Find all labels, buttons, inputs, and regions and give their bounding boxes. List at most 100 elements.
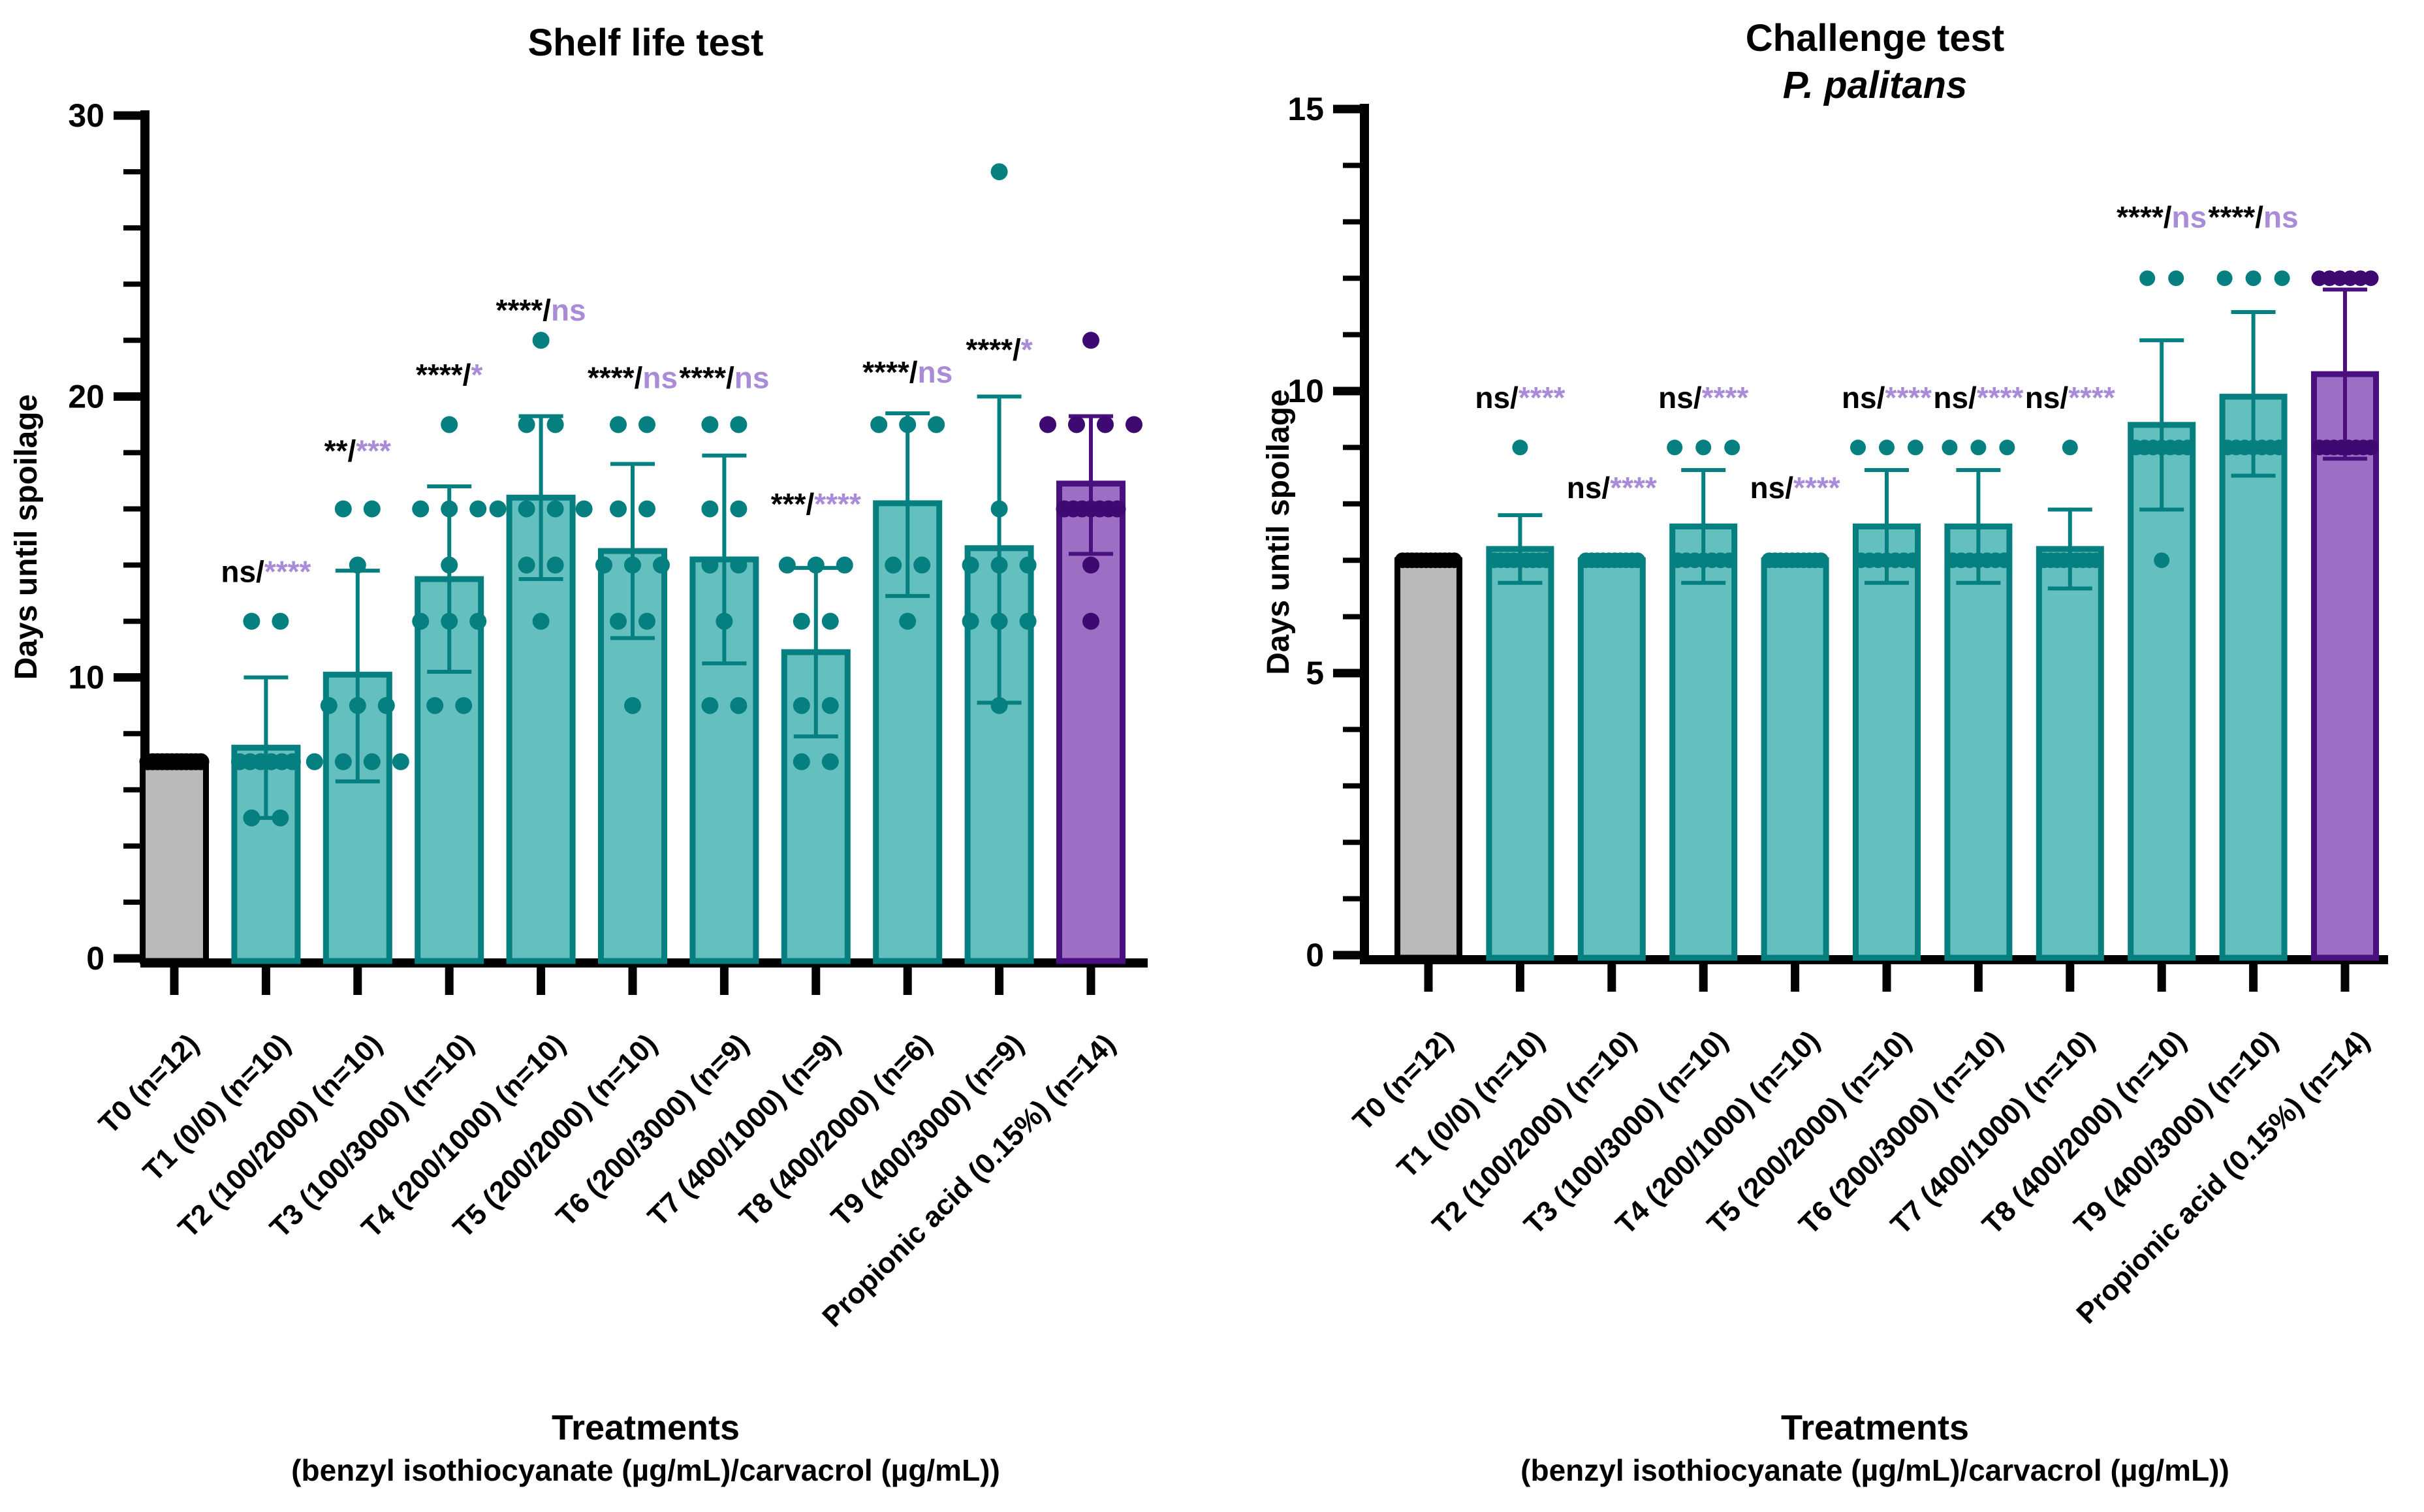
data-point bbox=[624, 697, 641, 714]
significance-label: ****/ns bbox=[588, 360, 678, 394]
data-point bbox=[2363, 270, 2379, 287]
data-point bbox=[441, 556, 458, 574]
data-point bbox=[716, 612, 733, 630]
data-point bbox=[701, 500, 719, 518]
data-point bbox=[1908, 439, 1923, 456]
data-point bbox=[283, 753, 301, 770]
data-point bbox=[334, 753, 352, 770]
y-tick-label: 15 bbox=[1287, 91, 1324, 127]
data-point bbox=[610, 612, 627, 630]
data-point bbox=[928, 416, 945, 433]
bar bbox=[2128, 422, 2196, 961]
y-tick-label: 0 bbox=[86, 940, 104, 977]
data-point bbox=[899, 416, 917, 433]
data-point bbox=[1629, 552, 1646, 569]
data-point bbox=[990, 163, 1008, 181]
data-point bbox=[793, 753, 810, 770]
data-point bbox=[2274, 270, 2290, 287]
data-point bbox=[412, 500, 430, 518]
data-point bbox=[1537, 552, 1554, 569]
data-point bbox=[334, 500, 352, 518]
data-point bbox=[913, 556, 931, 574]
data-point bbox=[518, 416, 535, 433]
data-point bbox=[532, 612, 550, 630]
data-point bbox=[701, 556, 719, 574]
data-point bbox=[1996, 552, 2012, 569]
chart-title: Shelf life test bbox=[528, 22, 764, 64]
x-axis-subtitle: (benzyl isothiocyanate (µg/mL)/carvacrol… bbox=[291, 1453, 1000, 1487]
x-axis-title: Treatments bbox=[552, 1408, 740, 1447]
data-point bbox=[1721, 552, 1737, 569]
data-point bbox=[441, 500, 458, 518]
data-point bbox=[392, 753, 409, 770]
y-tick-label: 20 bbox=[68, 378, 104, 415]
significance-label: **/*** bbox=[324, 433, 391, 467]
data-point bbox=[272, 612, 289, 630]
data-point bbox=[412, 612, 430, 630]
data-point bbox=[1446, 552, 1462, 569]
significance-label: ****/ns bbox=[496, 293, 586, 327]
data-point bbox=[1082, 332, 1099, 349]
shelf-life-chart: 0 10 20 30 Days until spoilage Shelf life tes… bbox=[9, 22, 1148, 1487]
challenge-test-chart: 0 5 10 15 Days until spoilage Challenge test P… bbox=[1261, 17, 2388, 1487]
data-point bbox=[1942, 439, 1958, 456]
significance-label: ns/**** bbox=[1567, 471, 1657, 505]
data-point bbox=[349, 556, 366, 574]
bar bbox=[1761, 557, 1829, 961]
data-point bbox=[990, 612, 1008, 630]
data-point bbox=[546, 556, 564, 574]
data-point bbox=[885, 556, 902, 574]
x-axis-subtitle: (benzyl isothiocyanate (µg/mL)/carvacrol… bbox=[1520, 1453, 2229, 1487]
data-point bbox=[2088, 552, 2104, 569]
data-point bbox=[807, 556, 825, 574]
bar bbox=[2219, 394, 2288, 961]
data-point bbox=[730, 416, 748, 433]
data-point bbox=[870, 416, 888, 433]
data-point bbox=[2216, 270, 2233, 287]
data-point bbox=[363, 500, 381, 518]
data-point bbox=[1097, 416, 1114, 433]
data-point bbox=[701, 697, 719, 714]
y-axis-label: Days until spoilage bbox=[9, 394, 44, 680]
data-point bbox=[821, 612, 839, 630]
data-point bbox=[575, 500, 593, 518]
data-point bbox=[1667, 439, 1683, 456]
significance-label: ****/ns bbox=[2209, 200, 2299, 234]
significance-label: ns/**** bbox=[1933, 381, 2023, 415]
data-point bbox=[306, 753, 323, 770]
data-point bbox=[1904, 552, 1921, 569]
data-point bbox=[836, 556, 853, 574]
data-point bbox=[469, 612, 487, 630]
data-point bbox=[2271, 439, 2288, 456]
data-point bbox=[1109, 500, 1126, 518]
data-point bbox=[821, 697, 839, 714]
data-point bbox=[1039, 416, 1056, 433]
data-point bbox=[793, 697, 810, 714]
data-point bbox=[730, 697, 748, 714]
significance-label: ***/**** bbox=[771, 487, 861, 521]
data-point bbox=[532, 332, 550, 349]
data-point bbox=[1813, 552, 1829, 569]
data-point bbox=[1082, 612, 1099, 630]
significance-label: ****/ns bbox=[2117, 200, 2207, 234]
data-point bbox=[638, 500, 655, 518]
bar bbox=[2036, 546, 2104, 961]
data-point bbox=[2139, 270, 2156, 287]
significance-label: ns/**** bbox=[1658, 381, 1748, 415]
data-point bbox=[426, 697, 444, 714]
data-point bbox=[377, 697, 395, 714]
data-point bbox=[2168, 270, 2184, 287]
data-point bbox=[1970, 439, 1987, 456]
data-point bbox=[624, 556, 641, 574]
data-point bbox=[489, 500, 507, 518]
y-tick-label: 0 bbox=[1306, 937, 1324, 973]
data-point bbox=[2179, 439, 2196, 456]
significance-label: ns/**** bbox=[1750, 471, 1840, 505]
data-point bbox=[1695, 439, 1712, 456]
significance-label: ns/**** bbox=[2025, 381, 2115, 415]
y-tick-label: 10 bbox=[68, 659, 104, 696]
data-point bbox=[730, 500, 748, 518]
data-point bbox=[821, 753, 839, 770]
data-point bbox=[595, 556, 612, 574]
